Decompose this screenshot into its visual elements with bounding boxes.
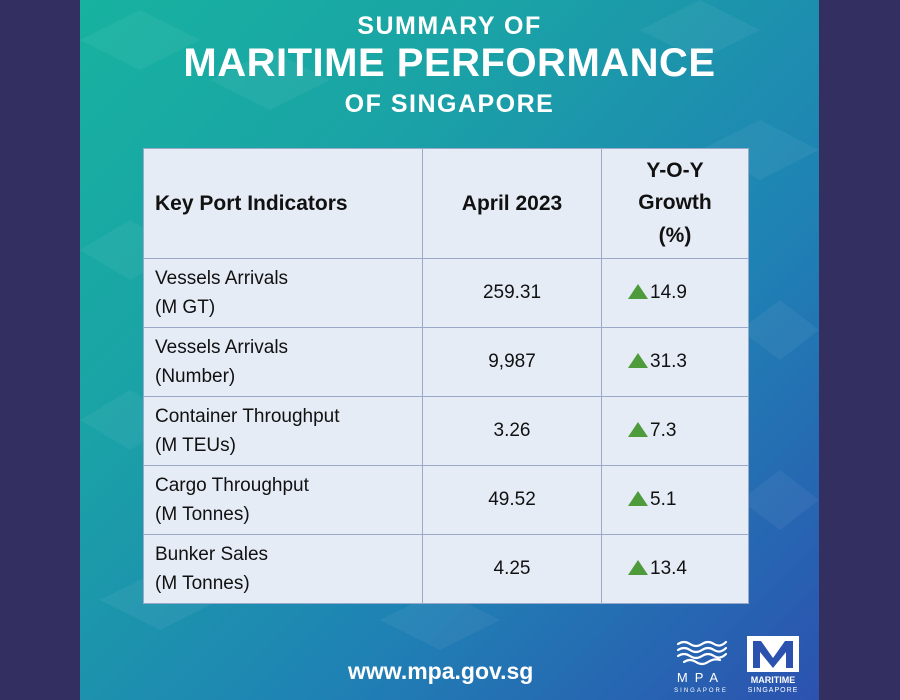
indicator-name: Container Throughput: [155, 406, 340, 427]
growth-value: 7.3: [650, 420, 677, 441]
up-triangle-icon: [628, 284, 648, 299]
table-row: Bunker Sales (M Tonnes) 4.25 13.4: [143, 534, 749, 604]
table-header-row: Key Port Indicators April 2023 Y-O-Y Gro…: [143, 148, 749, 259]
chevron-pattern-background: [80, 0, 819, 650]
maritime-logo-subtext: SINGAPORE: [747, 687, 799, 694]
mpa-logo: MPA SINGAPORE: [672, 638, 730, 698]
table-row: Vessels Arrivals (M GT) 259.31 14.9: [143, 258, 749, 328]
indicator-unit: (Number): [155, 366, 236, 387]
indicator-cell: Cargo Throughput (M Tonnes): [143, 465, 423, 535]
growth-cell: 5.1: [601, 465, 749, 535]
indicator-name: Bunker Sales: [155, 544, 269, 565]
indicator-value: 259.31: [422, 258, 602, 328]
growth-cell: 13.4: [601, 534, 749, 604]
up-triangle-icon: [628, 353, 648, 368]
indicator-cell: Vessels Arrivals (Number): [143, 327, 423, 397]
maritime-singapore-logo: MARITIME SINGAPORE: [743, 636, 803, 698]
table-row: Cargo Throughput (M Tonnes) 49.52 5.1: [143, 465, 749, 535]
title-summary-of: SUMMARY OF: [357, 12, 542, 40]
indicator-cell: Container Throughput (M TEUs): [143, 396, 423, 466]
up-triangle-icon: [628, 560, 648, 575]
header-yoy-line3: (%): [658, 223, 692, 247]
indicator-unit: (M GT): [155, 297, 216, 318]
indicator-name: Cargo Throughput: [155, 475, 309, 496]
header-yoy-line2: Growth: [638, 191, 712, 215]
indicator-value: 9,987: [422, 327, 602, 397]
indicator-name: Vessels Arrivals: [155, 337, 289, 358]
growth-value: 31.3: [650, 351, 687, 372]
mpa-waves-icon: [676, 640, 728, 666]
maritime-logo-text: MARITIME: [750, 675, 796, 685]
indicator-unit: (M TEUs): [155, 435, 236, 456]
growth-value: 13.4: [650, 558, 687, 579]
title-of-singapore: OF SINGAPORE: [344, 90, 555, 118]
up-triangle-icon: [628, 422, 648, 437]
header-yoy-growth: Y-O-Y Growth (%): [601, 148, 749, 259]
growth-cell: 7.3: [601, 396, 749, 466]
growth-value: 5.1: [650, 489, 677, 510]
maritime-singapore-m-icon: [747, 636, 799, 672]
table-row: Container Throughput (M TEUs) 3.26 7.3: [143, 396, 749, 466]
header-april-2023: April 2023: [422, 148, 602, 259]
header-key-port-indicators: Key Port Indicators: [143, 148, 423, 259]
growth-cell: 31.3: [601, 327, 749, 397]
title-maritime-performance: MARITIME PERFORMANCE: [183, 41, 716, 85]
up-triangle-icon: [628, 491, 648, 506]
indicator-cell: Vessels Arrivals (M GT): [143, 258, 423, 328]
growth-value: 14.9: [650, 282, 687, 303]
mpa-logo-text: MPA: [676, 670, 726, 685]
indicator-name: Vessels Arrivals: [155, 268, 289, 289]
header-yoy-line1: Y-O-Y: [646, 158, 704, 182]
indicator-unit: (M Tonnes): [155, 573, 250, 594]
growth-cell: 14.9: [601, 258, 749, 328]
table-row: Vessels Arrivals (Number) 9,987 31.3: [143, 327, 749, 397]
mpa-logo-subtext: SINGAPORE: [674, 688, 728, 694]
indicator-value: 3.26: [422, 396, 602, 466]
key-port-indicators-table: Key Port Indicators April 2023 Y-O-Y Gro…: [143, 148, 749, 604]
infographic-poster: SUMMARY OF MARITIME PERFORMANCE OF SINGA…: [80, 0, 819, 700]
website-url[interactable]: www.mpa.gov.sg: [348, 658, 534, 684]
indicator-value: 49.52: [422, 465, 602, 535]
indicator-value: 4.25: [422, 534, 602, 604]
indicator-unit: (M Tonnes): [155, 504, 250, 525]
indicator-cell: Bunker Sales (M Tonnes): [143, 534, 423, 604]
